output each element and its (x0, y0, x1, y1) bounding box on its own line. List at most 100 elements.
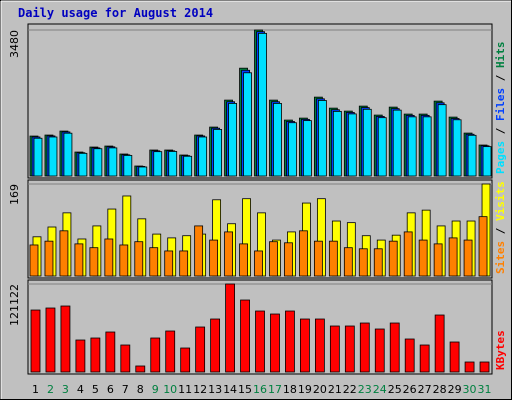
bar (180, 347, 191, 373)
x-tick-label: 30 (463, 383, 477, 396)
bar (44, 240, 54, 277)
bar (314, 318, 325, 373)
y-tick-label: 3480 (8, 30, 21, 58)
bar (225, 283, 235, 373)
y-tick-label: 121122 (8, 284, 21, 326)
bar (120, 344, 131, 373)
bar (75, 339, 86, 373)
bar (373, 248, 383, 277)
bar (407, 116, 417, 177)
bar (313, 240, 323, 277)
bar (418, 239, 428, 277)
bar (33, 137, 43, 177)
bar (303, 120, 312, 177)
x-tick-label: 12 (193, 383, 207, 396)
x-tick-label: 31 (478, 383, 492, 396)
bar (30, 309, 41, 373)
x-tick-label: 5 (92, 383, 99, 396)
x-tick-label: 8 (137, 383, 144, 396)
bar (45, 307, 56, 373)
x-tick-label: 25 (388, 383, 402, 396)
legend-entry: Sites (494, 241, 507, 274)
bar (153, 151, 163, 177)
bar (404, 338, 415, 373)
bar (168, 151, 178, 177)
bar (332, 110, 342, 177)
x-tick-label: 10 (163, 383, 177, 396)
bar (433, 243, 443, 277)
bar (419, 344, 430, 373)
bar (437, 104, 447, 177)
bar (284, 242, 293, 277)
bar (317, 100, 327, 177)
legend-separator: / (494, 68, 507, 88)
bar (329, 325, 340, 373)
legend-entry: Pages (494, 141, 507, 174)
bar (258, 32, 267, 177)
x-tick-label: 24 (373, 383, 387, 396)
bar (374, 328, 385, 373)
bar (150, 337, 161, 373)
legend-entry: Visits (494, 181, 507, 221)
bar (288, 122, 297, 177)
bar (388, 240, 398, 277)
bar (195, 326, 206, 373)
legend: Pages / Files / Hits (494, 42, 507, 175)
x-tick-label: 1 (32, 383, 39, 396)
x-tick-label: 11 (178, 383, 192, 396)
x-tick-label: 7 (122, 383, 129, 396)
bar (210, 318, 221, 373)
bar (434, 314, 445, 373)
legend-entry: KBytes (494, 330, 507, 370)
bar (482, 146, 492, 177)
bar (135, 365, 146, 373)
bar (448, 237, 458, 277)
bar (464, 361, 475, 373)
bar (179, 250, 189, 277)
x-tick-label: 26 (403, 383, 417, 396)
bar (478, 216, 488, 277)
bar (48, 136, 58, 177)
bar (239, 243, 248, 277)
legend-entry: Files (494, 88, 507, 121)
x-tick-label: 13 (208, 383, 222, 396)
bar (213, 129, 223, 177)
x-tick-label: 2 (47, 383, 54, 396)
x-tick-label: 15 (238, 383, 252, 396)
bar (273, 103, 282, 177)
x-tick-label: 27 (418, 383, 432, 396)
bar (59, 230, 69, 277)
bar (198, 136, 208, 177)
x-tick-label: 22 (343, 383, 357, 396)
bar (300, 318, 310, 373)
bar (389, 322, 400, 373)
bar (449, 341, 460, 373)
bar (209, 239, 219, 277)
x-tick-label: 28 (433, 383, 447, 396)
legend-separator: / (494, 121, 507, 141)
y-tick-label: 169 (8, 184, 21, 205)
bar (254, 250, 263, 277)
bar (270, 313, 280, 373)
bar (138, 166, 148, 177)
x-tick-label: 16 (253, 383, 267, 396)
bar (164, 250, 174, 277)
x-tick-label: 21 (328, 383, 342, 396)
bar (149, 247, 159, 277)
bar (228, 103, 237, 177)
bar (224, 231, 233, 277)
x-tick-label: 4 (77, 383, 84, 396)
x-tick-label: 29 (448, 383, 462, 396)
bar (403, 231, 413, 277)
bar (60, 305, 71, 373)
x-tick-label: 9 (152, 383, 159, 396)
bar (362, 108, 372, 177)
bar (240, 299, 250, 373)
bar (29, 244, 39, 277)
bar (463, 239, 473, 277)
legend: KBytes (494, 330, 507, 370)
bar (344, 325, 355, 373)
bar (119, 244, 129, 277)
x-tick-label: 20 (313, 383, 327, 396)
